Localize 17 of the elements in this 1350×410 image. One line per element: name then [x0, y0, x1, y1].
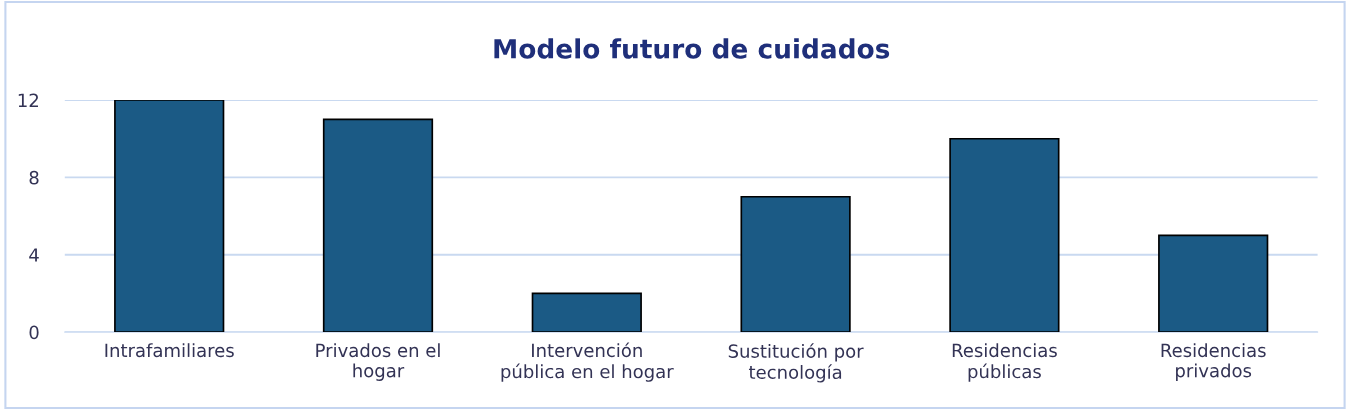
y-tick-label: 0 [29, 325, 39, 340]
chart-title: Modelo futuro de cuidados [494, 38, 890, 59]
bar [114, 100, 225, 333]
x-tick-label: Sustitución por tecnología [728, 343, 864, 383]
x-tick-label: Residencias privados [1161, 343, 1266, 381]
bar [949, 137, 1060, 333]
bar [740, 195, 851, 333]
y-tick-label: 12 [18, 93, 38, 107]
y-tick-label: 8 [29, 170, 39, 185]
x-tick-label: Residencias públicas [952, 343, 1057, 382]
bar [531, 292, 642, 333]
x-tick-label: Privados en el hogar [316, 343, 440, 381]
x-tick-label: Intrafamiliares [105, 343, 234, 358]
y-tick-label: 4 [29, 248, 39, 262]
bar [322, 118, 434, 333]
bar [1158, 234, 1269, 333]
x-tick-label: Intervención pública en el hogar [501, 342, 674, 382]
